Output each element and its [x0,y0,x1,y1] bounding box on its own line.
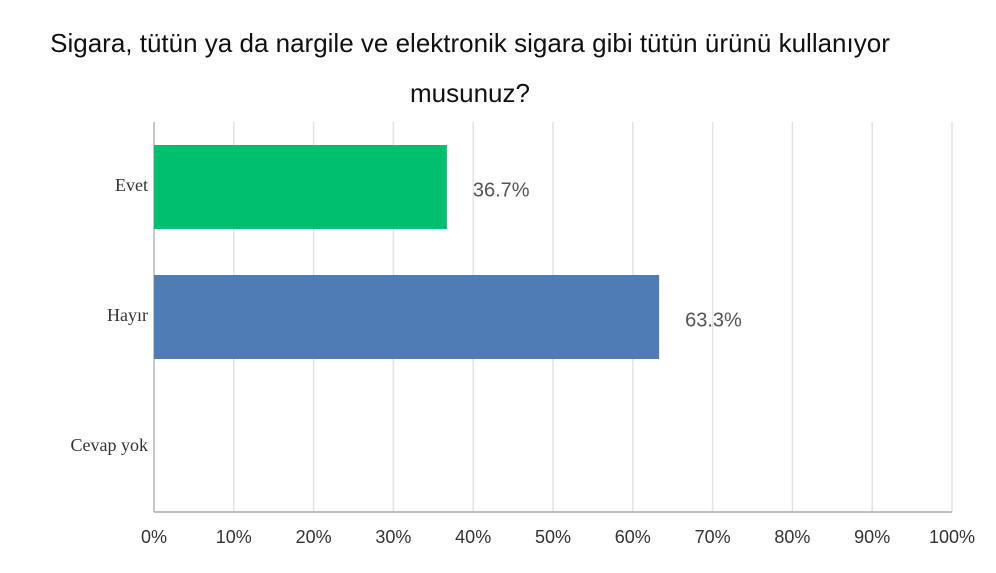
x-tick-label: 50% [535,527,571,547]
x-tick-label: 30% [375,527,411,547]
x-tick-label: 20% [296,527,332,547]
bar [154,145,447,229]
x-tick-label: 40% [455,527,491,547]
x-tick-label: 80% [774,527,810,547]
bar [154,275,660,359]
chart-title: Sigara, tütün ya da nargile ve elektroni… [50,28,890,108]
x-tick-label: 70% [695,527,731,547]
y-tick-label: Cevap yok [71,435,148,455]
x-tick-label: 100% [929,527,975,547]
x-tick-label: 60% [615,527,651,547]
value-label: 63.3% [685,309,742,331]
y-tick-label: Hayır [107,305,148,325]
x-tick-label: 10% [216,527,252,547]
x-tick-label: 90% [854,527,890,547]
y-tick-label: Evet [115,175,148,195]
x-tick-label: 0% [141,527,167,547]
value-label: 36.7% [473,179,530,201]
